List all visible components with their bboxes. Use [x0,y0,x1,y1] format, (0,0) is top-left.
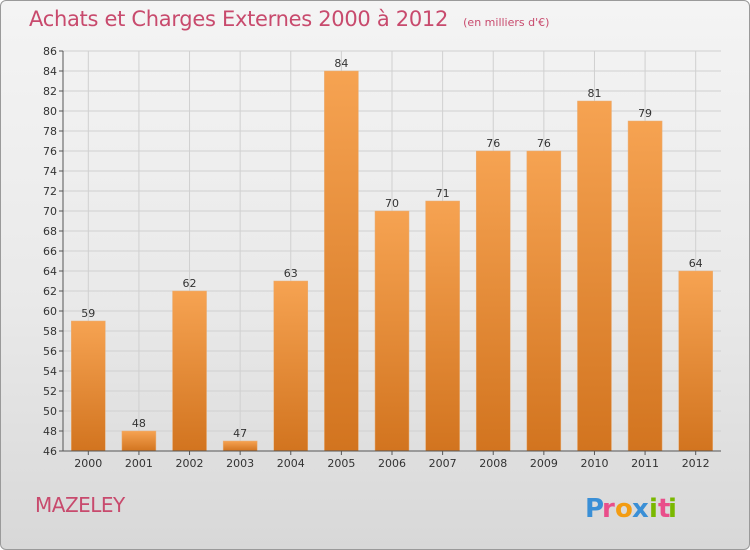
bar-2004 [273,280,309,452]
y-tick-label: 74 [43,165,57,178]
y-tick-label: 70 [43,205,57,218]
y-tick-label: 76 [43,145,57,158]
bar-2000 [71,320,106,452]
data-label-2002: 62 [183,277,197,290]
logo-letter: t [658,494,670,524]
y-tick-label: 78 [43,125,57,138]
x-tick-label-2012: 2012 [682,457,710,470]
y-tick-label: 64 [43,265,57,278]
y-tick-label: 54 [43,365,57,378]
axis-layer: 46 48 50 52 54 56 58 60 62 64 66 68 70 72 74 76 78 80 82 84… [43,45,721,470]
logo-letter: r [602,494,615,524]
x-tick-label-2005: 2005 [327,457,355,470]
y-tick-label: 52 [43,385,57,398]
chart-title: Achats et Charges Externes 2000 à 2012 [29,7,449,31]
x-tick-label-2011: 2011 [631,457,659,470]
y-tick-label: 48 [43,425,57,438]
y-tick-label: 80 [43,105,57,118]
data-label-2001: 48 [132,417,146,430]
logo-letter: x [632,494,649,524]
y-tick-label: 50 [43,405,57,418]
bar-2010 [577,100,612,452]
bar-2012 [678,270,713,452]
proxiti-logo: Pr o x i ti [585,494,677,524]
data-label-2011: 79 [638,107,652,120]
x-tick-label-2008: 2008 [479,457,507,470]
logo-letter: i [668,494,677,524]
y-tick-label: 66 [43,245,57,258]
x-tick-label-2000: 2000 [74,457,102,470]
bar-layer [71,70,713,452]
data-label-2008: 76 [486,137,500,150]
y-tick-label: 60 [43,305,57,318]
bar-2008 [475,150,511,452]
data-label-2006: 70 [385,197,399,210]
y-tick-label: 86 [43,45,57,58]
y-tick-label: 58 [43,325,57,338]
x-tick-label-2006: 2006 [378,457,406,470]
bar-2005 [324,70,359,452]
x-tick-label-2010: 2010 [580,457,608,470]
data-label-2009: 76 [537,137,551,150]
y-tick-label: 84 [43,65,57,78]
bar-2011 [627,120,663,452]
x-tick-label-2009: 2009 [530,457,558,470]
x-tick-label-2003: 2003 [226,457,254,470]
y-tick-label: 82 [43,85,57,98]
y-tick-label: 68 [43,225,57,238]
x-tick-label-2001: 2001 [125,457,153,470]
data-label-2012: 64 [689,257,703,270]
chart-subtitle: (en milliers d'€) [463,16,550,29]
bar-2003 [222,440,258,452]
x-tick-label-2004: 2004 [277,457,305,470]
y-tick-label: 62 [43,285,57,298]
data-label-2007: 71 [436,187,450,200]
bar-2007 [425,200,460,452]
y-tick-label: 72 [43,185,57,198]
logo-letter: P [585,494,604,524]
data-label-2003: 47 [233,427,247,440]
bar-2001 [121,430,157,452]
x-tick-label-2007: 2007 [429,457,457,470]
logo-letter: o [615,494,633,524]
bar-2002 [172,290,207,452]
data-label-2000: 59 [81,307,95,320]
x-tick-label-2002: 2002 [176,457,204,470]
commune-name: MAZELEY [35,493,125,517]
logo-letter: i [649,494,658,524]
data-label-2005: 84 [334,57,348,70]
y-tick-label: 46 [43,445,57,458]
data-label-2010: 81 [587,87,601,100]
y-tick-label: 56 [43,345,57,358]
bar-2006 [374,210,410,452]
bar-2009 [526,150,562,452]
label-layer: 59 48 62 47 63 84 70 71 76 76 81 79 64 [81,57,702,440]
data-label-2004: 63 [284,267,298,280]
title-row: Achats et Charges Externes 2000 à 2012 (… [29,7,549,31]
